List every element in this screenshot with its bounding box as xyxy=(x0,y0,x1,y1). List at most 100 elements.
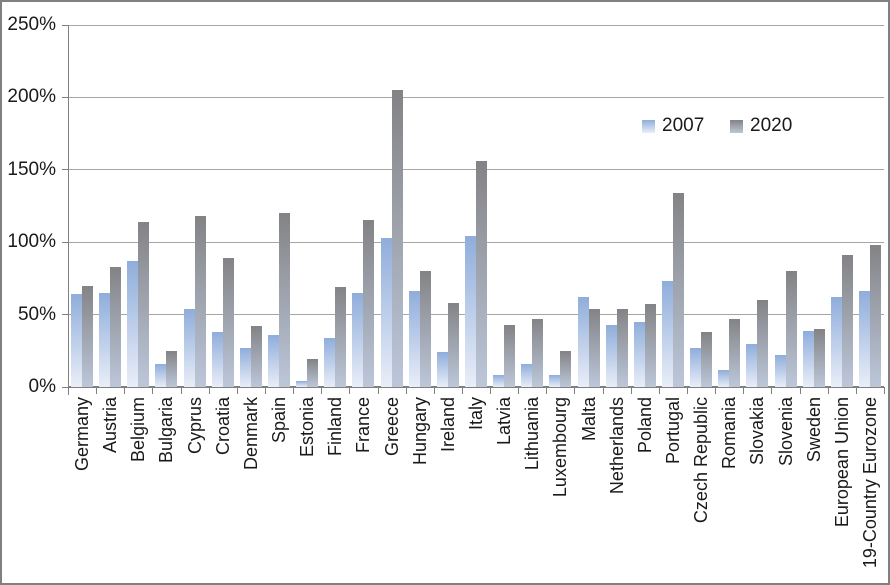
x-axis-tick xyxy=(630,387,632,394)
bar-2020 xyxy=(729,318,741,387)
bar-2020 xyxy=(138,221,150,387)
bar-2007 xyxy=(239,347,251,387)
x-axis-tick xyxy=(68,387,69,394)
x-category-label: Luxembourg xyxy=(550,397,571,498)
bar-2007 xyxy=(211,331,223,387)
bar-2007 xyxy=(352,292,364,387)
bar-2007 xyxy=(549,375,561,387)
x-axis-tick xyxy=(461,387,463,394)
bar-2007 xyxy=(155,363,167,387)
legend-label-2007: 2007 xyxy=(662,115,705,136)
x-category-label: Lithuania xyxy=(522,397,543,471)
bar-2007 xyxy=(436,352,448,387)
gridline xyxy=(68,96,884,98)
x-axis-tick xyxy=(96,387,98,394)
bar-2020 xyxy=(644,304,656,387)
bar-2007 xyxy=(690,347,702,387)
x-category-label: Italy xyxy=(466,397,486,431)
bar-2007 xyxy=(802,330,814,387)
bar-2020 xyxy=(110,266,122,387)
x-axis-tick xyxy=(687,387,689,394)
bar-2007 xyxy=(718,369,730,387)
bar-2020 xyxy=(588,308,600,387)
x-axis-tick xyxy=(208,387,210,394)
bar-2020 xyxy=(813,329,825,387)
y-axis-tick xyxy=(62,96,68,98)
bar-2020 xyxy=(560,350,572,387)
x-category-label: Poland xyxy=(634,397,655,454)
bar-2007 xyxy=(493,375,505,387)
bar-2007 xyxy=(380,237,392,387)
bar-2007 xyxy=(605,324,617,387)
x-axis-tick xyxy=(124,387,126,394)
y-tick-label: 100% xyxy=(7,231,56,253)
gridline xyxy=(68,24,884,26)
x-category-label: Estonia xyxy=(297,397,318,458)
bar-2020 xyxy=(757,300,769,387)
x-axis-tick xyxy=(743,387,745,394)
x-category-label: Latvia xyxy=(494,397,515,446)
bar-2020 xyxy=(447,303,459,387)
bar-2020 xyxy=(279,213,291,387)
x-category-label: Austria xyxy=(100,397,121,454)
bar-2020 xyxy=(785,271,797,387)
bar-2020 xyxy=(194,216,206,387)
x-axis-tick xyxy=(405,387,407,394)
x-axis-tick xyxy=(884,387,885,394)
legend-swatch-2007 xyxy=(642,119,655,133)
bar-2020 xyxy=(419,271,431,387)
x-axis-tick xyxy=(433,387,435,394)
x-category-label: Sweden xyxy=(803,397,824,463)
bar-2007 xyxy=(661,281,673,387)
x-axis-tick xyxy=(264,387,266,394)
x-category-label: Slovakia xyxy=(747,397,768,466)
bar-2020 xyxy=(476,161,487,387)
x-category-label: Spain xyxy=(269,397,290,444)
x-category-label: Ireland xyxy=(437,397,458,453)
x-category-label: Slovenia xyxy=(775,397,796,467)
bar-2020 xyxy=(701,331,713,387)
bar-2007 xyxy=(408,291,420,387)
x-axis-tick xyxy=(827,387,829,394)
x-axis-tick xyxy=(236,387,238,394)
legend-label-2020: 2020 xyxy=(750,115,793,136)
bar-2007 xyxy=(71,294,83,387)
x-category-label: European Union xyxy=(831,397,852,528)
y-tick-label: 250% xyxy=(7,14,56,35)
x-category-label: Romania xyxy=(719,397,740,470)
x-category-label: Portugal xyxy=(662,397,683,465)
bar-2007 xyxy=(127,261,139,387)
x-axis-tick xyxy=(546,387,548,394)
x-axis-tick xyxy=(771,387,773,394)
y-axis-tick xyxy=(62,241,68,243)
legend-entry-2007: 2007 xyxy=(642,115,704,137)
x-axis-tick xyxy=(321,387,323,394)
y-axis-line xyxy=(68,25,69,395)
x-axis-tick xyxy=(293,387,295,394)
bar-2020 xyxy=(307,359,319,387)
y-tick-label: 0% xyxy=(28,376,56,397)
bar-2007 xyxy=(521,363,533,387)
x-category-label: Belgium xyxy=(128,397,149,463)
bar-2020 xyxy=(672,192,684,387)
bar-2007 xyxy=(183,308,195,387)
bar-2007 xyxy=(268,334,280,387)
x-axis-tick xyxy=(855,387,857,394)
bar-2020 xyxy=(504,324,516,387)
y-tick-label: 200% xyxy=(7,86,56,108)
bar-2007 xyxy=(633,321,645,387)
x-axis-tick xyxy=(715,387,717,394)
bar-2007 xyxy=(324,337,336,387)
x-axis-tick xyxy=(152,387,154,394)
x-category-label: Malta xyxy=(578,397,599,442)
x-category-label: Croatia xyxy=(212,397,233,456)
bar-2007 xyxy=(99,292,111,387)
bar-2007 xyxy=(296,381,308,387)
bar-2007 xyxy=(577,297,589,387)
y-axis-tick xyxy=(62,386,68,388)
bar-2020 xyxy=(391,90,403,387)
x-axis-baseline xyxy=(68,386,884,388)
x-category-label: Finland xyxy=(325,397,346,457)
bar-2007 xyxy=(465,236,476,387)
